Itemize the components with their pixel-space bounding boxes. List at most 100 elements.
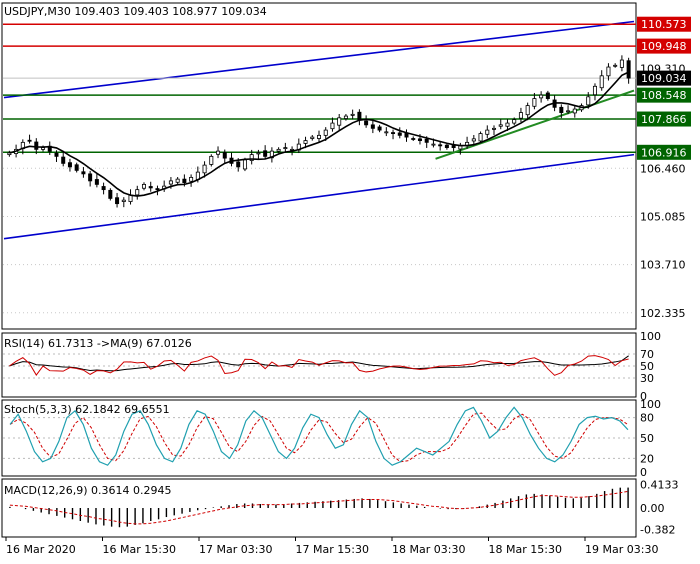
- macd-panel-title: MACD(12,26,9) 0.3614 0.2945: [4, 484, 172, 497]
- candle-body: [370, 124, 375, 129]
- candle-body: [168, 180, 173, 185]
- stochastic-tick-label: 80: [640, 412, 654, 425]
- candle-body: [316, 134, 321, 139]
- candle: [249, 149, 254, 165]
- price-tick-label: 102.335: [640, 307, 686, 320]
- time-tick-label: 18 Mar 03:30: [392, 543, 465, 556]
- level-badge-label: 108.548: [641, 89, 687, 102]
- candle-body: [303, 140, 308, 144]
- candle-body: [242, 159, 247, 170]
- level-badge-background: [637, 70, 691, 86]
- stochastic-signal-line: [9, 412, 629, 463]
- candle-body: [74, 164, 79, 171]
- level-badge-background: [637, 144, 691, 160]
- candle: [586, 92, 591, 109]
- candle: [599, 70, 604, 91]
- candle: [370, 120, 375, 134]
- candle: [108, 188, 113, 201]
- candle: [337, 113, 342, 130]
- candle-body: [175, 178, 180, 183]
- candle: [444, 143, 449, 150]
- candle: [532, 92, 537, 110]
- candle-body: [377, 126, 382, 131]
- macd-tick-label: -0.382: [640, 524, 675, 537]
- candle-body: [67, 162, 72, 168]
- candle: [88, 170, 93, 187]
- support-trendline: [435, 89, 635, 160]
- candle: [512, 117, 517, 126]
- time-tick-label: 18 Mar 15:30: [489, 543, 562, 556]
- candle: [559, 104, 564, 119]
- candle-body: [512, 119, 517, 124]
- time-tick-label: 16 Mar 15:30: [103, 543, 176, 556]
- rsi-panel-title: RSI(14) 61.7313 ->MA(9) 67.0126: [4, 337, 192, 350]
- candle-body: [626, 60, 631, 79]
- stochastic-tick-label: 20: [640, 452, 654, 465]
- channel-lower-line: [3, 153, 635, 240]
- candle-body: [209, 155, 214, 165]
- candle: [619, 55, 624, 72]
- rsi-tick-label: 50: [640, 360, 654, 373]
- candle: [545, 90, 550, 101]
- candle: [566, 105, 571, 115]
- candle: [27, 134, 32, 144]
- candle: [216, 146, 221, 159]
- uptrend-line: [435, 89, 635, 160]
- candle: [350, 109, 355, 120]
- level-badge-label: 107.866: [641, 113, 687, 126]
- candle-body: [101, 186, 106, 191]
- candle: [316, 130, 321, 143]
- candle-body: [61, 156, 66, 164]
- stochastic-main-line: [9, 406, 629, 466]
- rsi-line: [9, 355, 629, 376]
- candle-body: [54, 152, 59, 157]
- candle: [397, 127, 402, 139]
- support-level-badge: 107.866: [637, 111, 691, 127]
- candle: [539, 91, 544, 103]
- candle: [384, 127, 389, 137]
- candle-body: [471, 138, 476, 142]
- candle-body: [592, 85, 597, 96]
- level-badge-background: [637, 87, 691, 103]
- macd-histogram: [9, 487, 629, 528]
- candle-body: [81, 171, 86, 175]
- candle: [67, 158, 72, 172]
- price-tick-label: 106.460: [640, 162, 686, 175]
- candle-body: [599, 75, 604, 89]
- level-badge-background: [637, 111, 691, 127]
- candle-body: [94, 179, 99, 185]
- current-level-badge: 109.034: [637, 70, 691, 86]
- candle-body: [545, 92, 550, 99]
- candle-body: [236, 161, 241, 168]
- candle-body: [478, 133, 483, 142]
- candle: [606, 63, 611, 81]
- stochastic-tick-label: 0: [640, 466, 647, 479]
- candle: [148, 181, 153, 192]
- candle-body: [384, 131, 389, 134]
- candle-body: [438, 144, 443, 147]
- candle: [141, 182, 146, 191]
- candle-body: [276, 148, 281, 152]
- price-channel: [3, 20, 635, 240]
- price-gridlines: [3, 167, 635, 314]
- candle-body: [559, 106, 564, 113]
- candle-body: [182, 178, 187, 184]
- candle: [364, 115, 369, 128]
- candle: [525, 102, 530, 121]
- macd-panel[interactable]: 0.4133 0.00 -0.382 MACD(12,26,9) 0.3614 0.…: [1, 478, 679, 538]
- level-badge-label: 110.573: [641, 18, 687, 31]
- candle-body: [431, 143, 436, 146]
- candle: [498, 119, 503, 130]
- candle: [101, 182, 106, 195]
- candle-body: [249, 154, 254, 161]
- time-tick-label: 19 Mar 03:30: [585, 543, 658, 556]
- candle-body: [357, 111, 362, 120]
- candle: [411, 136, 416, 141]
- stochastic-tick-label: 100: [640, 398, 661, 411]
- candle-body: [121, 199, 126, 202]
- stochastic-panel-title: Stoch(5,3,3) 62.1842 69.6551: [4, 403, 170, 416]
- price-tick-label: 105.085: [640, 210, 686, 223]
